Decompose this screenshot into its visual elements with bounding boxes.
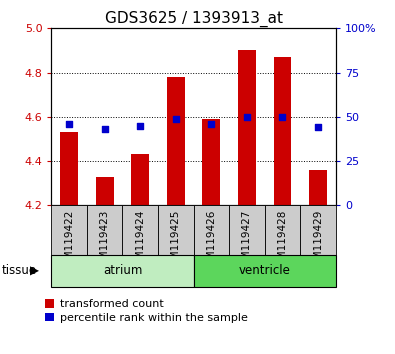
Point — [279, 114, 286, 120]
Text: GSM119425: GSM119425 — [171, 209, 181, 273]
Text: GSM119428: GSM119428 — [277, 209, 288, 273]
Bar — [96, 177, 114, 205]
Text: GSM119429: GSM119429 — [313, 209, 323, 273]
Bar — [60, 132, 78, 205]
Bar — [87, 205, 122, 255]
Point — [102, 126, 108, 132]
Bar — [51, 255, 194, 287]
Point — [137, 123, 143, 129]
Point — [244, 114, 250, 120]
Bar — [122, 205, 158, 255]
Text: GSM119426: GSM119426 — [206, 209, 216, 273]
Point — [66, 121, 72, 127]
Bar — [300, 205, 336, 255]
Point — [315, 125, 321, 130]
Point — [173, 116, 179, 121]
Text: atrium: atrium — [103, 264, 142, 277]
Bar — [167, 77, 184, 205]
Bar — [265, 205, 300, 255]
Bar — [131, 154, 149, 205]
Bar — [158, 205, 194, 255]
Bar — [238, 51, 256, 205]
Point — [208, 121, 214, 127]
Text: tissue: tissue — [2, 264, 37, 277]
Text: GSM119427: GSM119427 — [242, 209, 252, 273]
Bar — [309, 170, 327, 205]
Bar — [274, 57, 292, 205]
Bar — [51, 205, 87, 255]
Bar — [194, 255, 336, 287]
Bar — [202, 119, 220, 205]
Text: GSM119424: GSM119424 — [135, 209, 145, 273]
Text: GSM119423: GSM119423 — [100, 209, 110, 273]
Text: ▶: ▶ — [30, 264, 39, 277]
Text: ventricle: ventricle — [239, 264, 291, 277]
Title: GDS3625 / 1393913_at: GDS3625 / 1393913_at — [105, 11, 282, 27]
Bar — [194, 205, 229, 255]
Bar — [229, 205, 265, 255]
Legend: transformed count, percentile rank within the sample: transformed count, percentile rank withi… — [45, 299, 247, 323]
Text: GSM119422: GSM119422 — [64, 209, 74, 273]
